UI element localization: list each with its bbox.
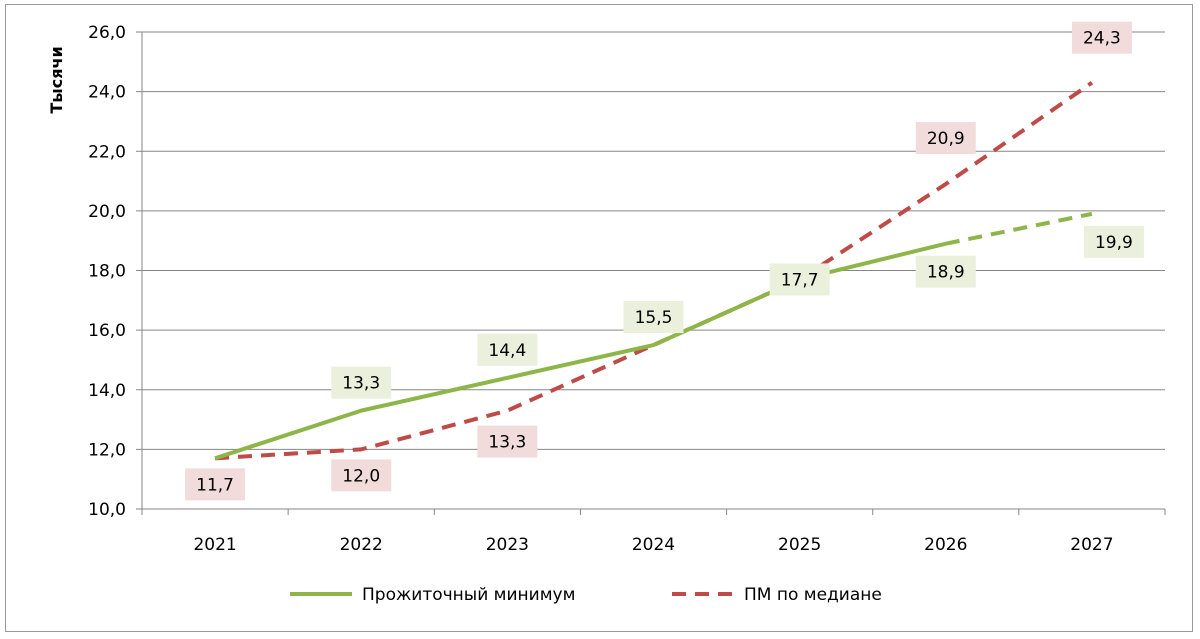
y-tick-label: 12,0 [88, 440, 126, 460]
data-label-median: 13,3 [488, 433, 526, 453]
data-label-subsistence-bg [477, 333, 538, 366]
x-tick-label: 2023 [486, 535, 529, 555]
data-label-median: 24,3 [1083, 29, 1121, 49]
legend-label-subsistence: Прожиточный минимум [362, 585, 575, 605]
y-tick-label: 14,0 [88, 381, 126, 401]
data-label-median: 11,7 [196, 475, 234, 495]
y-tick-label: 24,0 [88, 83, 126, 103]
data-label-median-bg [477, 425, 538, 458]
series-line-subsistence [214, 241, 947, 461]
y-tick-label: 26,0 [88, 23, 126, 43]
data-label-subsistence-bg [331, 366, 392, 399]
y-tick-label: 16,0 [88, 321, 126, 341]
x-tick-label: 2022 [340, 535, 383, 555]
x-tick-label: 2025 [778, 535, 821, 555]
series-line-subsistence-forecast [945, 211, 1093, 246]
data-label-subsistence-bg [623, 301, 684, 334]
data-label-median-bg [185, 468, 246, 501]
data-label-median: 12,0 [342, 466, 380, 486]
data-label-median-bg [331, 459, 392, 492]
x-tick-label: 2021 [193, 535, 236, 555]
data-label-median-bg [915, 122, 976, 155]
data-label-subsistence-bg [1083, 225, 1144, 258]
series-line-median [214, 81, 1094, 461]
data-label-median-bg [1071, 21, 1132, 54]
data-label-subsistence: 14,4 [488, 341, 526, 361]
data-label-subsistence: 15,5 [635, 308, 673, 328]
data-label-subsistence-bg [769, 263, 830, 296]
y-tick-label: 10,0 [88, 500, 126, 520]
data-label-median: 20,9 [927, 129, 965, 149]
x-tick-label: 2026 [924, 535, 967, 555]
data-label-subsistence: 19,9 [1095, 233, 1133, 253]
y-tick-label: 20,0 [88, 202, 126, 222]
data-label-subsistence: 13,3 [342, 374, 380, 394]
data-label-subsistence: 18,9 [927, 263, 965, 283]
data-label-subsistence: 17,7 [781, 270, 819, 290]
data-label-subsistence-bg [915, 255, 976, 288]
y-tick-label: 18,0 [88, 262, 126, 282]
y-tick-label: 22,0 [88, 142, 126, 162]
x-tick-label: 2027 [1070, 535, 1113, 555]
x-tick-label: 2024 [632, 535, 675, 555]
legend-label-median: ПМ по медиане [744, 585, 882, 605]
legend: Прожиточный минимум ПМ по медиане [290, 585, 882, 605]
y-axis-label: Тысячи [47, 46, 66, 113]
chart-frame [5, 4, 1193, 632]
